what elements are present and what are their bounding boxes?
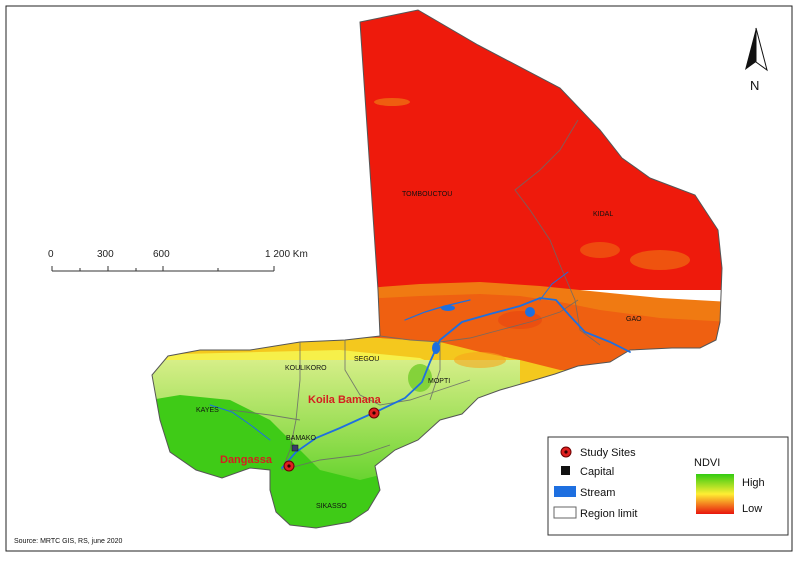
capital-marker <box>291 444 299 452</box>
scale-tick-600: 600 <box>153 249 170 260</box>
legend-ndvi-high: High <box>742 477 765 489</box>
scale-tick-1200: 1 200 Km <box>265 249 308 260</box>
site-label-koila: Koila Bamana <box>308 394 382 406</box>
legend-item-stream: Stream <box>580 487 615 499</box>
legend-box <box>547 436 789 536</box>
region-labels: TOMBOUCTOU KIDAL GAO MOPTI SEGOU KOULIKO… <box>196 191 642 510</box>
region-label-sikasso: SIKASSO <box>316 503 347 510</box>
region-label-gao: GAO <box>626 316 642 323</box>
scale-tick-0: 0 <box>48 249 54 260</box>
study-site-dangassa: Dangassa <box>220 454 295 472</box>
legend-stream-icon <box>554 486 576 497</box>
study-site-koila: Koila Bamana <box>308 394 382 419</box>
lakes <box>432 305 535 354</box>
north-label: N <box>750 78 759 93</box>
legend-ndvi-title: NDVI <box>694 457 720 469</box>
site-label-dangassa: Dangassa <box>220 454 273 466</box>
region-label-tombouctou: TOMBOUCTOU <box>402 191 452 198</box>
legend: Study Sites Capital Stream Region limit … <box>547 436 789 536</box>
region-label-kidal: KIDAL <box>593 211 613 218</box>
legend-item-study-sites: Study Sites <box>580 447 636 459</box>
region-label-segou: SEGOU <box>354 356 379 363</box>
region-label-kayes: KAYES <box>196 407 219 414</box>
legend-region-icon <box>553 506 577 519</box>
scale-bar: 0 300 600 1 200 Km <box>48 249 308 272</box>
region-label-bamako: BAMAKO <box>286 435 317 442</box>
source-note: Source: MRTC GIS, RS, june 2020 <box>14 538 123 545</box>
region-label-mopti: MOPTI <box>428 378 450 385</box>
country-border <box>151 9 723 529</box>
legend-ndvi-low: Low <box>742 503 762 515</box>
north-arrow: N <box>745 27 768 93</box>
scale-tick-300: 300 <box>97 249 114 260</box>
region-label-koulikoro: KOULIKORO <box>285 365 327 372</box>
streams <box>209 271 631 469</box>
legend-item-region-limit: Region limit <box>580 508 637 520</box>
region-limits <box>229 119 601 471</box>
legend-item-capital: Capital <box>580 466 614 478</box>
ndvi-color-ramp <box>696 474 734 514</box>
legend-capital-icon <box>561 466 570 475</box>
north-arrow-icon <box>745 28 756 70</box>
